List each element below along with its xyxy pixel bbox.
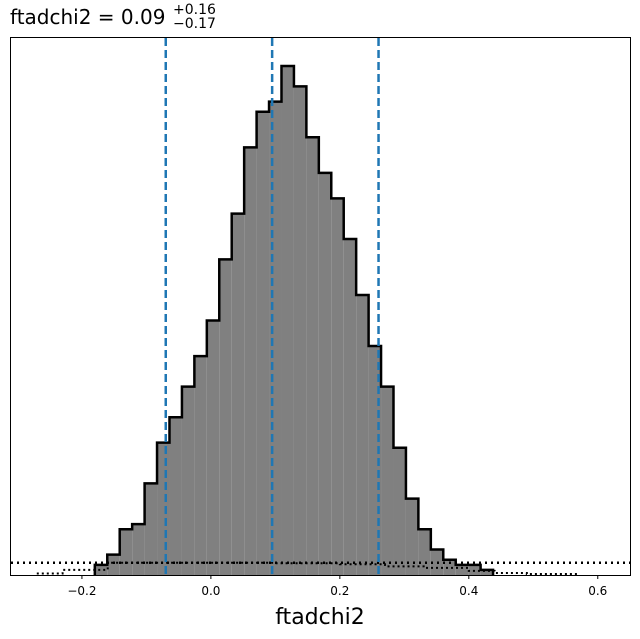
histogram-bar (293, 86, 307, 575)
histogram-bar (256, 111, 270, 575)
x-tick-label: 0.6 (588, 584, 607, 598)
histogram-bar (206, 320, 220, 575)
histogram-bar (219, 259, 232, 575)
histogram-bar (455, 564, 469, 575)
histogram-bar (157, 442, 170, 575)
histogram-bar (393, 447, 406, 575)
x-tick-label: −0.2 (67, 584, 96, 598)
histogram-bar (318, 172, 332, 575)
x-tick-label: 0.0 (201, 584, 220, 598)
title-subscript: −0.17 (173, 16, 216, 32)
histogram-bar (194, 356, 207, 575)
histogram-bar (132, 524, 145, 575)
histogram-bar (231, 213, 245, 575)
title-text: ftadchi2 = 0.09 (10, 5, 165, 29)
histogram-bar (281, 65, 294, 575)
histogram-bar (144, 483, 158, 575)
histogram-bar (169, 417, 182, 575)
histogram-bar (418, 529, 431, 575)
x-tick-label: 0.4 (459, 584, 478, 598)
x-axis-label: ftadchi2 (275, 605, 365, 630)
histogram-bar (405, 498, 419, 575)
histogram-bar (356, 295, 369, 575)
histogram-bar (443, 559, 456, 575)
plot-area (11, 38, 630, 575)
histogram-bar (181, 386, 195, 575)
histogram-outline (93, 64, 495, 575)
histogram-bar (306, 137, 319, 575)
x-tick-label: 0.2 (330, 584, 349, 598)
histogram-bar (343, 239, 357, 575)
histogram-bar (331, 198, 344, 575)
dotted-histogram (36, 561, 579, 575)
title-superscript: +0.16 (173, 2, 216, 18)
axes-frame (10, 37, 631, 576)
histogram-bar (468, 564, 481, 575)
chart-title: ftadchi2 = 0.09 (10, 5, 165, 29)
histogram-bar (94, 564, 108, 575)
histogram-bar (244, 147, 257, 575)
histogram-bar (381, 386, 394, 575)
histogram-bar (480, 569, 494, 575)
histogram-bar (119, 529, 133, 575)
histogram-bar (107, 554, 120, 575)
x-axis-ticks: −0.2 0.0 0.2 0.4 0.6 (67, 575, 607, 598)
